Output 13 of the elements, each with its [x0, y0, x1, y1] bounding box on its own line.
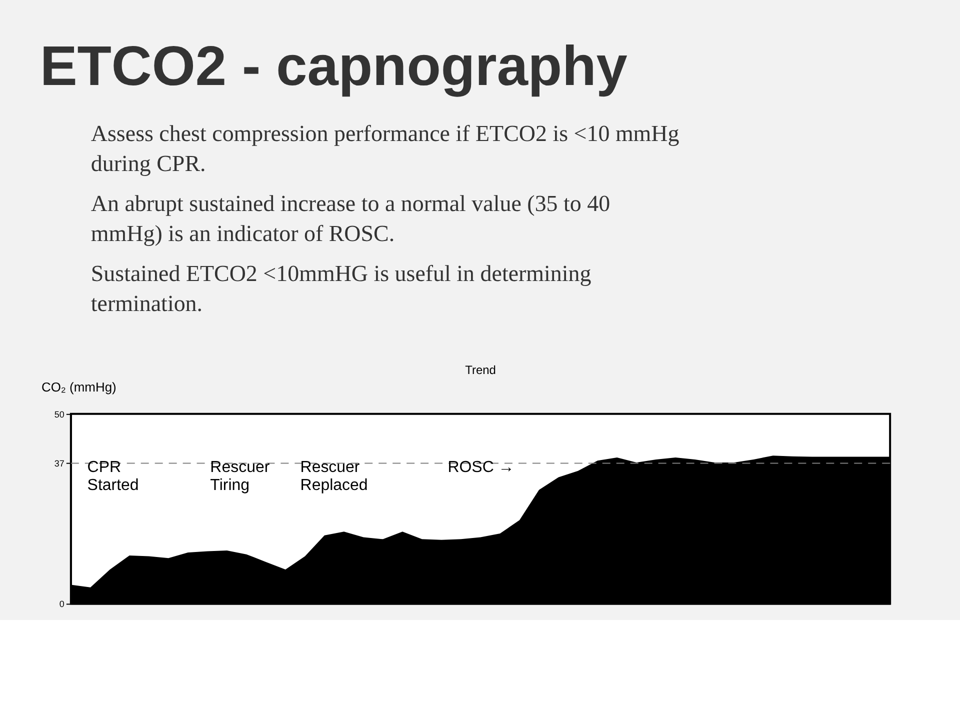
y-tick-label: 37	[54, 458, 64, 469]
text: An abrupt sustained increase to a normal value (35 to 40 mmHg) is an indicator of ROSC.	[90, 191, 610, 246]
text: Assess chest compression performance if ETCO2 is <10 mmHg during CPR.	[90, 121, 680, 176]
y-tick-label: 0	[59, 599, 64, 610]
text: Sustained ETCO2 <10mmHG is useful in determining termination.	[90, 261, 592, 316]
annotation: Rescuer Tiring	[210, 458, 270, 494]
chart-subtitle: Trend	[465, 362, 496, 377]
chart-title: ETCO2 - capnography	[40, 34, 628, 98]
annotation: ROSC →	[448, 458, 514, 476]
y-axis-title: CO₂ (mmHg)	[41, 379, 116, 394]
annotation: Rescuer Replaced	[300, 458, 368, 494]
annotation: CPR Started	[87, 458, 139, 494]
y-tick-label: 50	[54, 409, 64, 420]
